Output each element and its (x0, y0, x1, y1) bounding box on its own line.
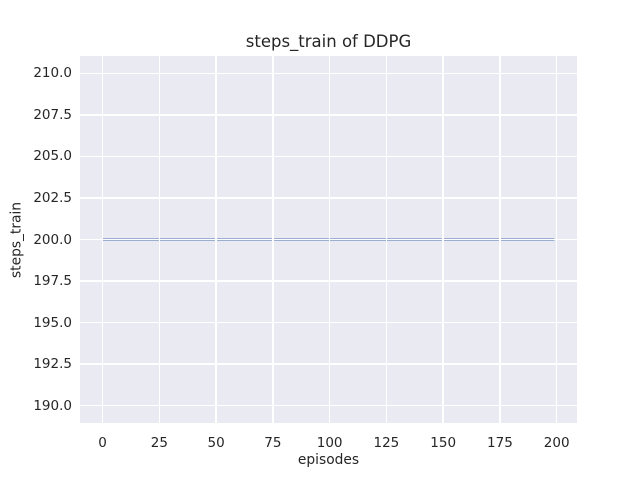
x-tick-label: 50 (207, 435, 225, 451)
y-gridline (80, 280, 577, 282)
y-tick-label: 190.0 (33, 397, 72, 414)
y-tick-label: 195.0 (33, 314, 72, 331)
y-gridline (80, 197, 577, 199)
y-tick-label: 210.0 (33, 65, 72, 82)
x-tick-label: 125 (373, 435, 400, 451)
x-tick-label: 25 (150, 435, 168, 451)
y-gridline (80, 155, 577, 158)
x-tick-label: 0 (98, 435, 107, 451)
x-gridline (101, 56, 104, 423)
y-gridline (80, 405, 577, 407)
x-gridline (385, 56, 388, 423)
x-gridline (555, 56, 558, 423)
y-gridline (80, 321, 577, 324)
y-tick-label: 207.5 (33, 106, 72, 123)
x-gridline (499, 56, 501, 423)
y-tick-label: 202.5 (33, 189, 72, 206)
x-gridline (215, 56, 217, 423)
plot-area (80, 56, 577, 423)
y-tick-label: 192.5 (33, 356, 72, 373)
y-tick-label: 200.0 (33, 231, 72, 248)
y-gridline (80, 363, 577, 365)
x-gridline (442, 56, 444, 423)
x-gridline (272, 56, 274, 423)
x-tick-label: 100 (316, 435, 343, 451)
x-gridline (158, 56, 161, 423)
y-gridline (80, 238, 577, 241)
x-gridline (328, 56, 331, 423)
x-tick-label: 200 (543, 435, 570, 451)
x-tick-label: 175 (487, 435, 513, 451)
x-tick-label: 75 (264, 435, 282, 451)
y-gridline (80, 114, 577, 116)
x-axis-label: episodes (297, 452, 360, 468)
y-tick-label: 197.5 (33, 273, 72, 290)
y-gridline (80, 72, 577, 74)
chart-title: steps_train of DDPG (245, 32, 412, 51)
y-tick-label: 205.0 (33, 148, 72, 165)
x-tick-label: 150 (430, 435, 457, 451)
